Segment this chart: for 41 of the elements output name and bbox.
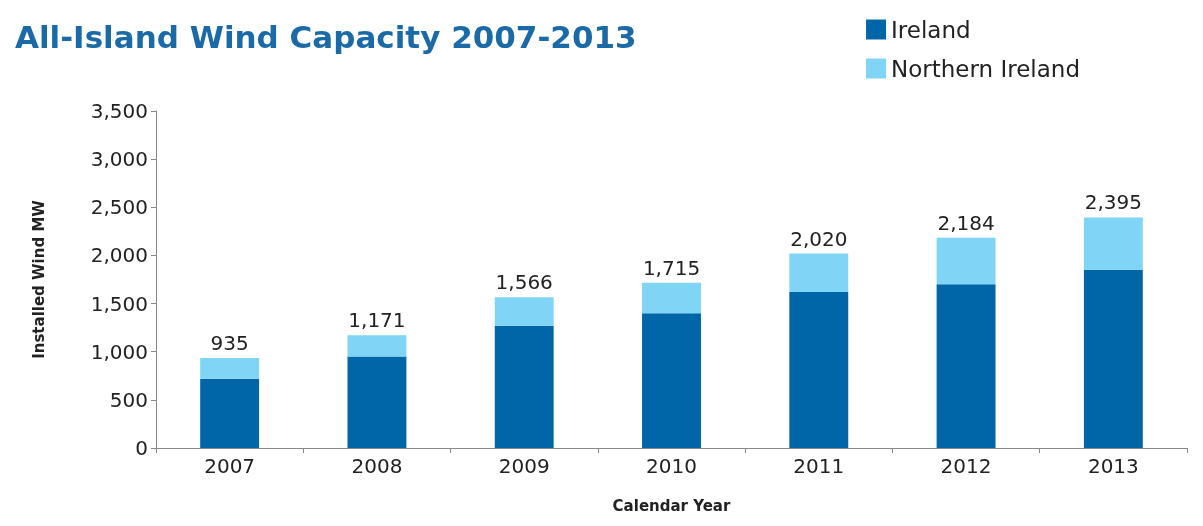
total-label: 1,715 [642,255,701,280]
bar [1083,217,1143,270]
y-tick-label: 500 [109,387,148,412]
x-tick-label: 2013 [1087,454,1139,478]
y-tick-label: 2,500 [90,195,148,220]
bar [347,335,407,357]
bar [1083,269,1143,448]
x-tick-label: 2009 [498,454,550,478]
bar [494,297,554,326]
legend-label: Northern Ireland [891,55,1080,82]
x-tick-label: 2008 [351,454,403,478]
y-tick-label: 0 [135,436,148,460]
bar [642,313,701,448]
y-tick-label: 2,000 [90,243,148,268]
y-tick-label: 1,000 [90,339,148,364]
total-label: 2,184 [937,210,995,235]
y-tick-label: 3,000 [90,147,148,172]
bar [789,253,849,293]
total-label: 935 [210,330,249,355]
total-label: 2,020 [790,226,848,251]
total-label: 1,171 [348,308,406,333]
y-tick-label: 3,500 [90,99,148,123]
x-tick-label: 2011 [793,454,845,478]
bar [347,356,407,448]
bar [494,325,554,448]
total-label: 1,566 [495,270,553,295]
y-tick-label: 1,500 [90,291,148,316]
chart-title: All-Island Wind Capacity 2007-2013 [15,18,637,55]
bar [200,378,260,448]
x-tick-label: 2007 [204,454,256,478]
x-tick-label: 2012 [940,454,992,478]
x-axis-title: Calendar Year [612,496,731,515]
bar [789,292,849,448]
bar [200,357,260,379]
bar [936,284,996,448]
bar [642,282,701,314]
legend-label: Ireland [891,16,971,43]
y-axis-title: Installed Wind MW [29,199,48,359]
x-tick-label: 2010 [646,454,697,478]
bar [936,237,996,285]
total-label: 2,395 [1084,190,1142,215]
